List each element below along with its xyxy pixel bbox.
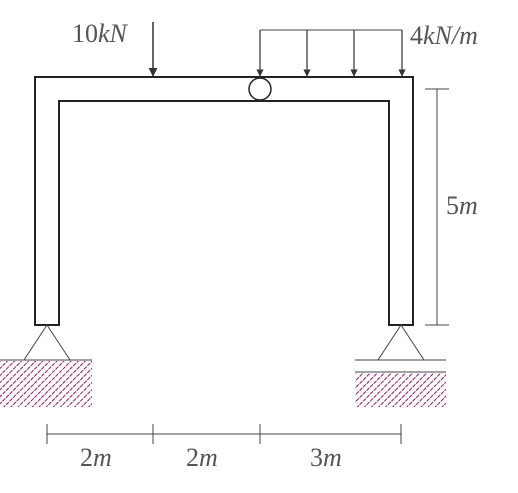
right-ground-hatch [355, 373, 446, 407]
height-label: 5m [446, 191, 478, 220]
span2-label: 2m [186, 443, 218, 472]
left-pin-support [0, 324, 92, 407]
span-dimension [46, 424, 402, 444]
span1-label: 2m [80, 443, 112, 472]
beam-hinge [248, 77, 272, 101]
left-ground-hatch [0, 361, 92, 407]
point-load-label: 10kN [72, 19, 129, 48]
frame-outline [34, 76, 414, 326]
distributed-load-label: 4kN/m [410, 21, 478, 50]
distributed-load [256, 29, 406, 77]
span3-label: 3m [310, 443, 342, 472]
right-roller-support [355, 324, 446, 407]
height-dimension [425, 88, 449, 326]
